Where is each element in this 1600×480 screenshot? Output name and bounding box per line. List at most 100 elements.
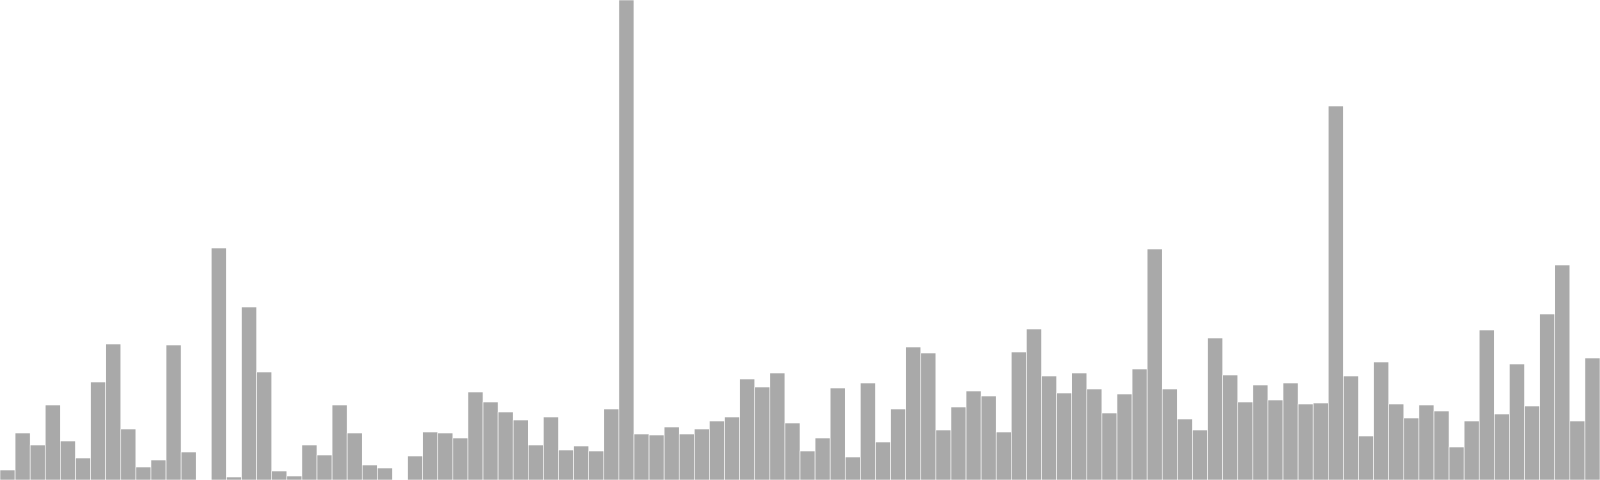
bar-97 [1463,420,1480,480]
bar-57 [860,382,876,480]
bar-102 [1539,313,1556,480]
bar-80 [1207,337,1223,480]
bar-94 [1418,404,1435,480]
bar-30 [452,437,469,480]
bar-82 [1237,401,1254,480]
bar-88 [1328,105,1344,480]
bar-48 [724,416,740,480]
bar-17 [256,371,272,480]
bar-34 [512,419,529,480]
bar-83 [1252,384,1269,480]
bar-20 [301,444,318,480]
bar-77 [1161,388,1178,480]
bar-0 [0,469,16,480]
bar-8 [120,428,137,480]
bar-68 [1026,328,1042,480]
bar-3 [44,404,61,480]
bar-5 [75,457,91,480]
bar-53 [799,450,816,480]
bar-78 [1177,418,1193,480]
bar-76 [1146,248,1163,480]
bar-4 [60,440,76,480]
bar-99 [1494,413,1510,480]
bar-55 [829,387,846,480]
bar-74 [1116,393,1133,480]
bar-105 [1584,357,1600,480]
bar-23 [346,432,363,480]
bar-95 [1433,410,1450,480]
bar-81 [1222,374,1239,480]
bar-32 [482,401,499,480]
bar-29 [437,432,454,480]
bar-2 [29,444,46,480]
bar-42 [633,433,650,480]
bar-66 [995,431,1012,480]
bar-87 [1312,402,1329,480]
bar-69 [1041,375,1057,480]
bar-6 [90,381,106,480]
bar-65 [980,395,997,480]
bar-89 [1343,375,1359,480]
bar-46 [694,428,710,480]
bar-41 [618,0,635,480]
bar-72 [1086,388,1103,480]
bar-62 [935,429,952,480]
bar-10 [150,459,167,480]
bar-43 [648,434,665,480]
bar-96 [1448,446,1465,480]
bar-84 [1267,399,1284,480]
bar-86 [1297,403,1314,480]
bar-22 [331,404,348,480]
bar-35 [527,444,544,480]
bar-27 [407,455,423,480]
bar-28 [422,431,439,480]
bar-85 [1282,382,1299,480]
bar-16 [241,306,257,480]
bar-59 [890,408,906,480]
bar-47 [709,420,725,480]
bar-51 [769,372,786,480]
bar-31 [467,391,484,480]
bar-70 [1056,392,1072,480]
bar-64 [965,390,982,480]
bar-52 [784,422,801,480]
bar-7 [105,343,122,480]
bar-71 [1071,372,1088,480]
bar-24 [361,464,378,480]
bar-11 [165,344,182,480]
bar-58 [875,441,891,480]
bar-50 [754,386,771,480]
bar-37 [558,449,574,480]
bar-9 [135,466,152,480]
bar-79 [1192,429,1208,480]
bar-91 [1373,361,1389,480]
bar-60 [905,346,922,480]
bar-33 [497,411,514,480]
bar-12 [180,451,197,480]
bar-18 [271,470,288,480]
bar-54 [814,437,831,480]
bar-40 [603,408,620,480]
bar-45 [678,433,695,480]
bar-101 [1524,405,1540,480]
bar-100 [1509,363,1525,480]
bar-19 [286,475,303,480]
bar-25 [377,467,393,480]
bar-39 [588,450,605,480]
bar-49 [739,378,756,480]
bar-63 [950,406,967,480]
bar-1 [14,432,31,480]
bar-93 [1403,417,1420,480]
bar-103 [1554,264,1571,480]
bar-21 [316,454,333,480]
bar-67 [1011,351,1027,480]
bar-98 [1478,329,1495,480]
bar-44 [663,426,680,480]
bar-104 [1569,420,1586,480]
bar-36 [543,416,559,480]
bar-75 [1131,368,1148,480]
bar-14 [211,247,227,480]
bar-38 [573,445,589,480]
